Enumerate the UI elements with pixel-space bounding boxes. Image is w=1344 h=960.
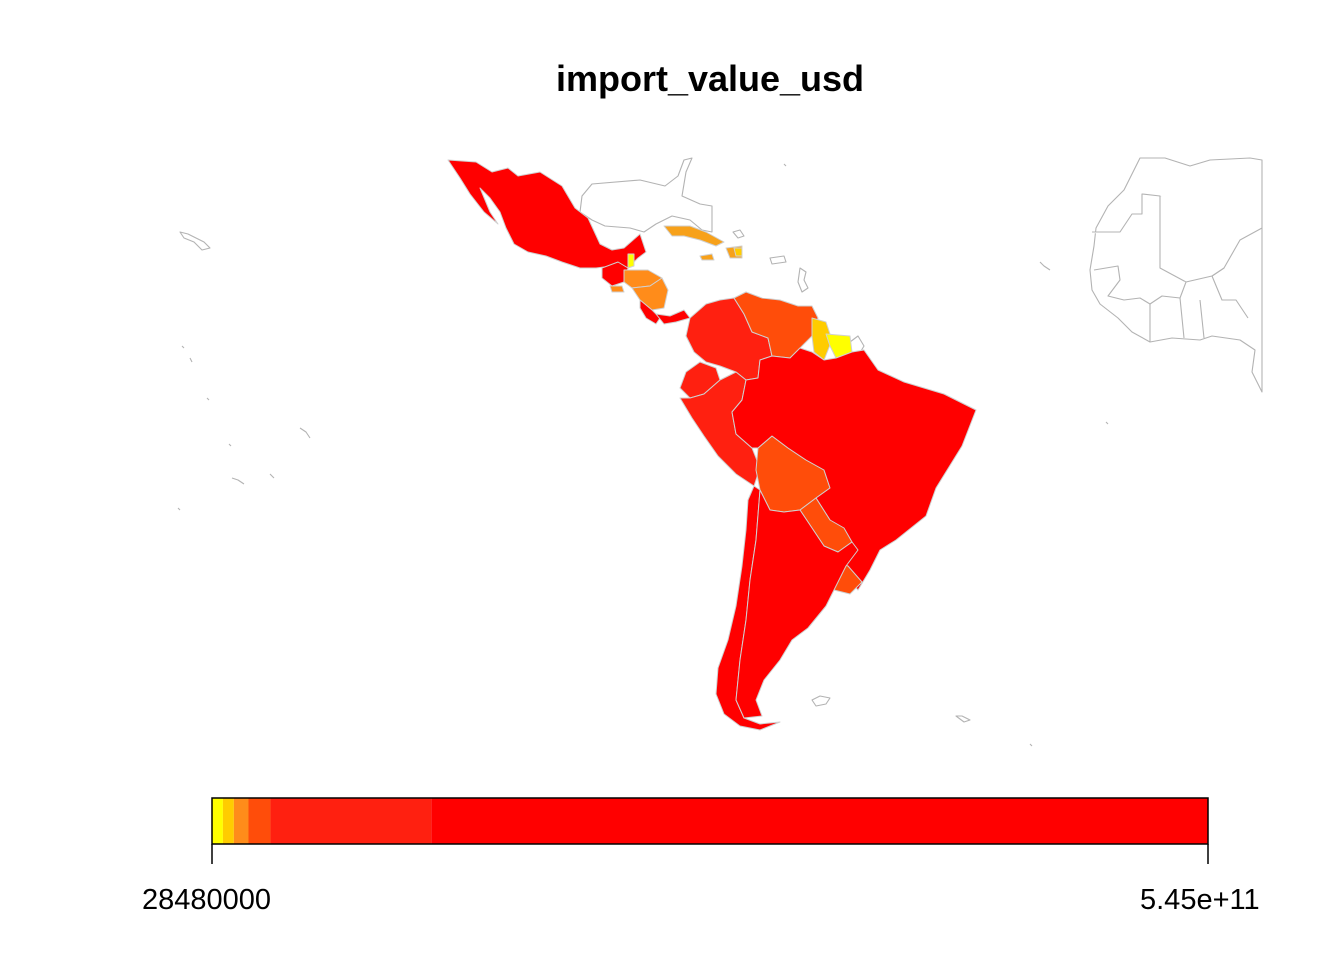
country-belize [627,253,635,269]
lesser-antilles-outline [797,267,809,293]
usa-gulf-coast-outline [579,157,713,233]
map-title: import_value_usd [555,58,865,99]
legend-min-label: 28480000 [142,884,272,916]
pacific-islands-outline [177,163,1109,747]
country-haiti [733,247,743,257]
legend-bin-5 [431,798,1208,844]
legend-bin-2 [233,798,249,844]
puerto-rico-outline [769,255,787,265]
country-el-salvador [609,285,625,293]
country-cuba [663,225,725,247]
bahamas-outline [732,229,745,239]
country-brazil [731,347,977,591]
legend-bin-1 [222,798,234,844]
background-outlines [177,157,1263,747]
hawaii-outline [179,231,211,251]
legend-max-label: 5.45e+11 [1140,884,1260,916]
legend-frame [211,797,1209,845]
africa-border-4 [1149,275,1249,342]
country-jamaica [699,253,715,261]
south-georgia-outline [955,715,971,723]
country-costa-rica [639,299,661,325]
falklands-outline [811,695,831,707]
country-argentina [735,489,859,719]
africa-border-3 [1093,265,1187,305]
legend-bin-4 [270,798,432,844]
legend-bin-3 [248,798,271,844]
legend-bin-0 [212,798,223,844]
